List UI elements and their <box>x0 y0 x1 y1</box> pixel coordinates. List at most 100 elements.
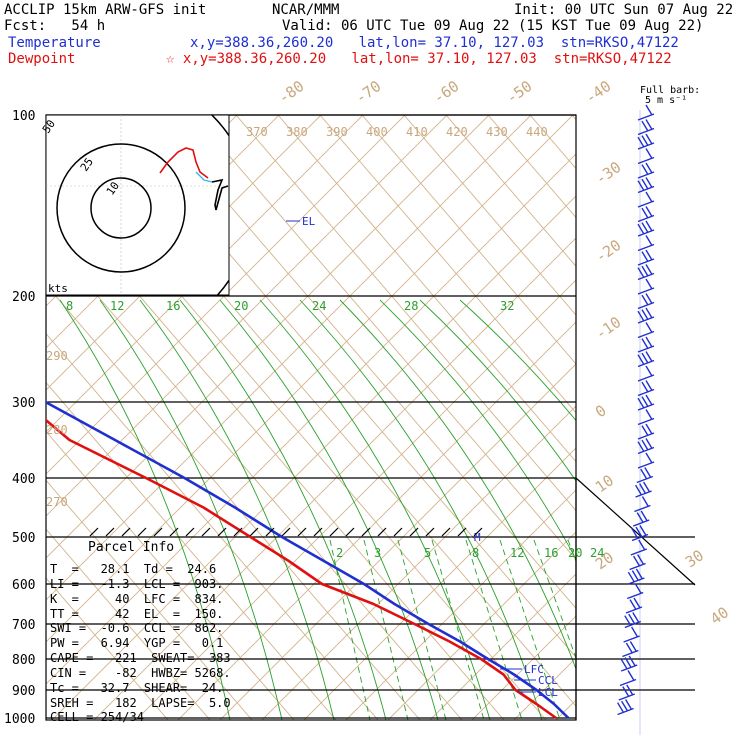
parcel-row: CAPE = 221 SWEAT= 383 <box>50 651 231 665</box>
wind-barb-flag <box>620 700 629 712</box>
hatch-mark <box>425 527 435 537</box>
isotherm-line <box>46 115 448 517</box>
wind-barb-flag <box>645 307 653 319</box>
theta-label: 430 <box>486 125 508 139</box>
isotherm-label: -60 <box>430 77 463 107</box>
parcel-row: CELL = 254/34 <box>50 710 144 724</box>
agency-label: NCAR/MMM <box>272 2 340 18</box>
wind-barb-flag <box>626 684 634 696</box>
pressure-label: 1000 <box>4 712 35 727</box>
parcel-row: SWI = -0.6 CCL = 862. <box>50 621 224 635</box>
dry-adiabat-line <box>46 333 379 720</box>
isotherm-line <box>261 405 576 720</box>
valid-time: Valid: 06 UTC Tue 09 Aug 22 (15 KST Tue … <box>282 18 704 34</box>
wind-barb-flag <box>645 235 653 246</box>
theta-label: 370 <box>246 125 268 139</box>
isotherm-line <box>598 115 740 720</box>
isotherm-label: 30 <box>682 546 707 571</box>
dry-adiabat-line <box>656 115 740 720</box>
wind-barb-flag <box>627 571 636 583</box>
hatch-mark <box>249 527 259 537</box>
wind-barb-flag <box>624 657 632 668</box>
parcel-row: TT = 42 EL = 150. <box>50 607 224 621</box>
pressure-label: 100 <box>12 109 35 124</box>
parcel-row: Tc = 32.7 SHEAR= 24. <box>50 681 224 695</box>
isotherm-line <box>135 279 576 720</box>
isotherm-line <box>555 699 576 720</box>
wind-barb-flag <box>639 525 647 536</box>
isotherm-line <box>93 237 576 720</box>
wind-barb-flag <box>645 133 653 145</box>
mixing-ratio-label-upper: 16 <box>166 299 180 313</box>
pressure-label: 600 <box>12 578 35 593</box>
hatch-mark <box>345 527 355 537</box>
isotherm-line <box>46 115 406 475</box>
wind-barb-flag <box>645 249 653 261</box>
wind-barb-flag <box>645 220 653 232</box>
wind-barb-flag <box>637 223 645 235</box>
wind-barb-flag <box>634 484 643 496</box>
isotherm-line <box>429 573 576 720</box>
mixing-ratio-line <box>465 539 523 720</box>
wind-barb-flag <box>645 148 653 159</box>
wind-barb-flag <box>624 615 632 627</box>
parcel-row: K = 40 LFC = 834. <box>50 592 224 606</box>
mixing-ratio-label-lower: 2 <box>336 546 343 560</box>
wind-barb-flag <box>630 626 639 638</box>
dry-adiabat-line <box>445 115 576 267</box>
hatch-mark <box>281 527 291 537</box>
dry-adiabat-line <box>235 115 576 512</box>
theta-label: 440 <box>526 125 548 139</box>
wind-barb-flag <box>645 191 653 203</box>
wind-barb-flag <box>632 612 640 623</box>
mixing-ratio-line <box>499 539 561 720</box>
pressure-label: 900 <box>12 684 35 699</box>
isotherm-label: -30 <box>592 158 625 188</box>
dry-adiabat-line <box>193 115 576 561</box>
pressure-label: 500 <box>12 531 35 546</box>
hodograph-ring-25 <box>56 143 186 273</box>
isotherm-line <box>177 321 576 720</box>
dry-adiabat-line <box>403 115 576 316</box>
wind-barb-flag <box>637 267 645 279</box>
barb-key-units: 5 m s⁻¹ <box>645 95 688 106</box>
theta-label: 380 <box>286 125 308 139</box>
moist-adiabat-line <box>219 299 439 720</box>
hatch-mark <box>393 527 403 537</box>
hodograph: 10 25 50 kts <box>40 114 230 296</box>
hatch-mark <box>185 527 195 537</box>
isotherm-label: -40 <box>582 77 615 107</box>
hatch-mark <box>153 527 163 537</box>
hatch-mark <box>457 527 467 537</box>
wind-barb-flag <box>641 352 649 364</box>
mixing-ratio-label-upper: 24 <box>312 299 326 313</box>
wind-barb-flag <box>629 599 637 610</box>
wind-barb-flag <box>620 658 628 670</box>
dewpoint-location-info: ☆ x,y=388.36,260.20 lat,lon= 37.10, 127.… <box>166 51 672 67</box>
hatch-mark <box>89 527 99 537</box>
isotherm-label: -10 <box>592 313 625 343</box>
pressure-label: 700 <box>12 618 35 633</box>
moist-adiabat-line <box>339 299 576 671</box>
isotherm-label: -70 <box>352 77 385 107</box>
dry-adiabat-line <box>319 115 576 414</box>
wind-barb-flag <box>641 396 649 407</box>
wind-barb-flag <box>642 481 651 493</box>
isotherm-line <box>46 115 574 643</box>
wind-barb-flag <box>645 104 653 116</box>
wind-barb-flag <box>637 136 645 148</box>
dry-adiabat-line <box>46 528 211 720</box>
isotherm-label: 10 <box>592 471 617 496</box>
theta-e-label: 290 <box>46 349 68 363</box>
theta-label: 420 <box>446 125 468 139</box>
wind-barb-flag <box>638 539 646 551</box>
isotherm-line <box>345 489 576 720</box>
hodograph-trace-mid <box>195 171 213 183</box>
isotherm-label: -20 <box>592 236 625 266</box>
wind-barb-flag <box>641 120 649 132</box>
wind-barb-flag <box>636 554 645 565</box>
hodograph-trace-upper <box>159 147 209 179</box>
wind-barb-flag <box>641 309 649 320</box>
wind-barb-flag <box>645 365 653 377</box>
